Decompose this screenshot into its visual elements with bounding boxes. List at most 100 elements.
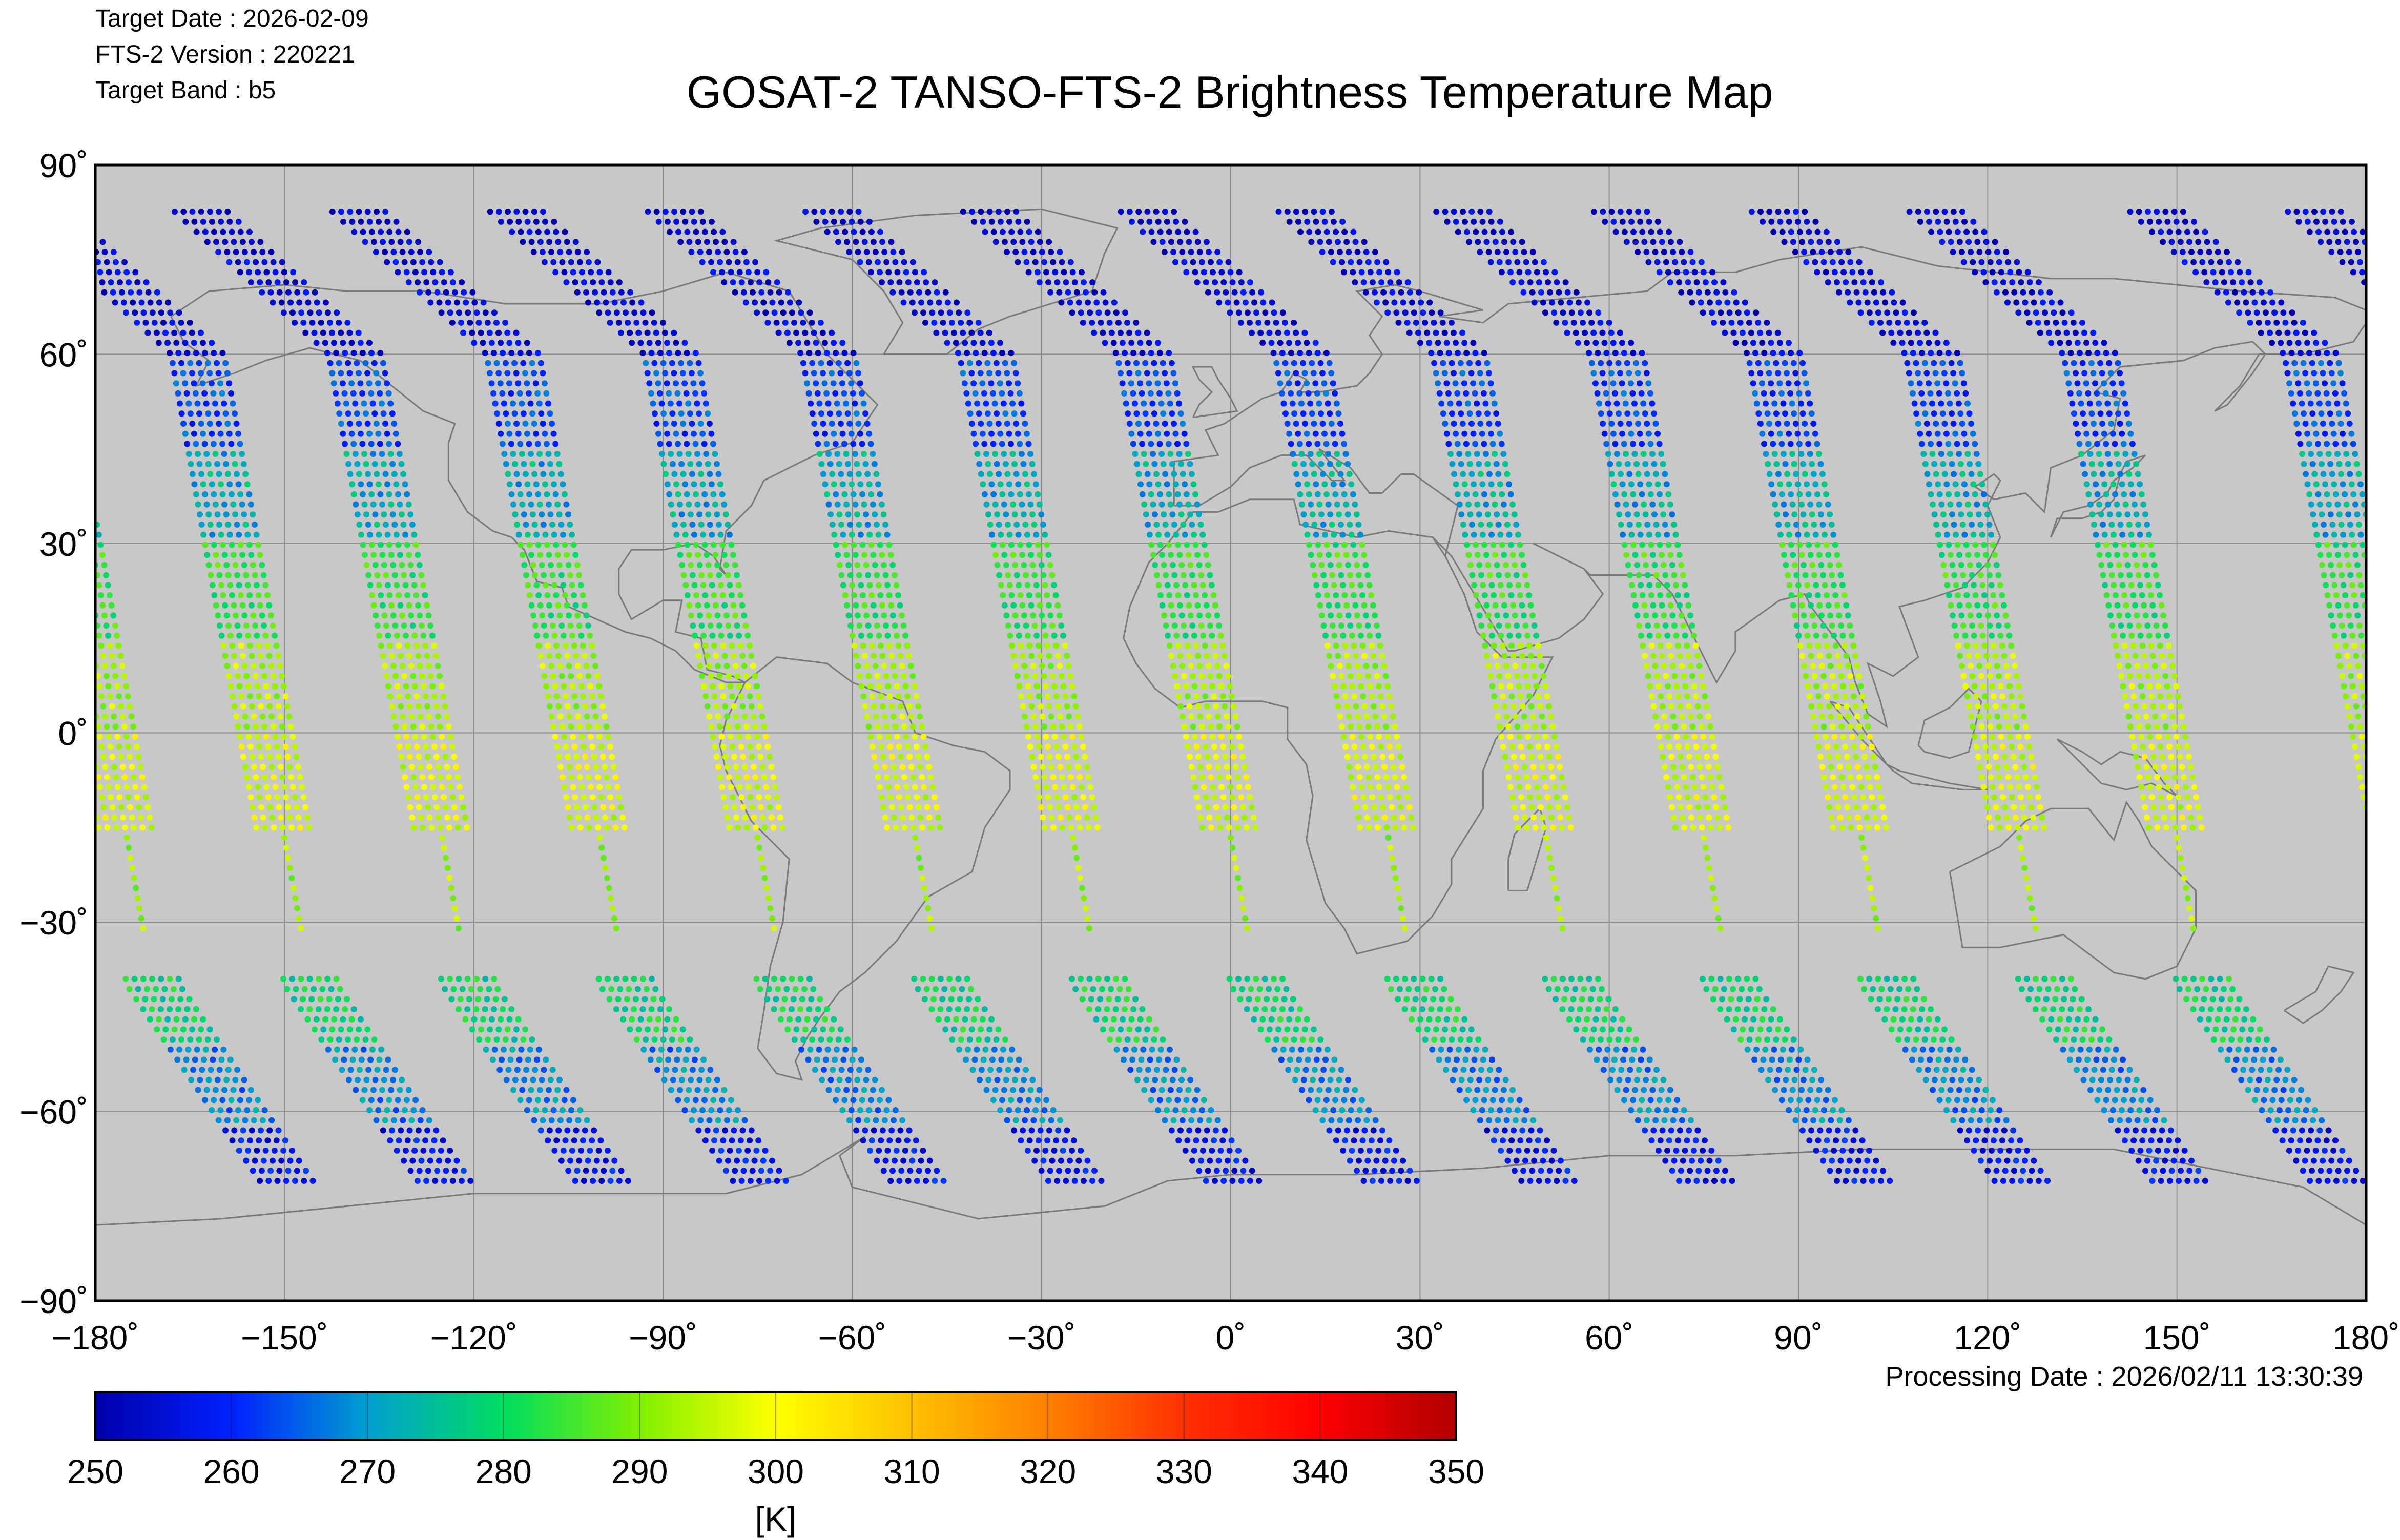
bt-point [228, 1097, 235, 1104]
bt-point [1151, 410, 1157, 417]
bt-point [966, 1036, 973, 1043]
bt-point [1061, 269, 1067, 276]
bt-point [1195, 754, 1202, 760]
bt-point [825, 400, 832, 407]
bt-point [815, 441, 821, 447]
bt-point [589, 1137, 595, 1144]
bt-point [546, 501, 552, 508]
bt-point [390, 612, 397, 619]
bt-point [767, 289, 774, 296]
bt-point [320, 1026, 327, 1033]
bt-point [493, 1036, 500, 1043]
bt-point [1133, 319, 1140, 326]
bt-point [998, 582, 1004, 589]
bt-point [1026, 592, 1032, 598]
bt-point [691, 218, 697, 225]
bt-point [899, 612, 905, 619]
bt-point [721, 602, 728, 609]
bt-point [1119, 340, 1126, 346]
bt-point [646, 380, 653, 387]
bt-point [898, 289, 905, 296]
bt-point [2234, 299, 2241, 306]
bt-point [583, 612, 590, 619]
bt-point [456, 784, 463, 790]
bt-point [904, 693, 911, 700]
bt-point [732, 662, 739, 669]
bt-point [972, 390, 979, 397]
bt-point [414, 794, 421, 801]
bt-point [513, 471, 520, 477]
bt-point [1019, 501, 1025, 508]
bt-point [1067, 1157, 1073, 1164]
bt-point [509, 1046, 516, 1053]
bt-point [594, 259, 601, 265]
bt-point [1195, 703, 1202, 710]
bt-point [441, 794, 447, 801]
bt-point [757, 754, 764, 760]
bt-point [620, 1016, 627, 1023]
bt-point [701, 1097, 708, 1104]
bt-point [399, 1076, 405, 1083]
bt-point [216, 421, 222, 427]
bt-point [1106, 319, 1113, 326]
bt-point [640, 309, 647, 316]
bt-point [1084, 1157, 1091, 1164]
bt-point [725, 572, 731, 578]
bt-point [1102, 299, 1109, 306]
bt-point [2309, 410, 2316, 417]
bt-point [618, 289, 625, 296]
bt-point [259, 561, 265, 568]
bt-point [2301, 461, 2307, 467]
bt-point [1211, 642, 1217, 649]
bt-point [406, 602, 412, 609]
bt-point [987, 522, 994, 528]
bt-point [1365, 1107, 1372, 1113]
bt-point [551, 1147, 558, 1154]
bt-point [1256, 1178, 1263, 1184]
bt-point [706, 612, 712, 619]
bt-point [403, 632, 409, 639]
bt-point [724, 1117, 730, 1123]
bt-point [1279, 1006, 1286, 1012]
bt-point [318, 319, 324, 326]
bt-point [498, 430, 504, 437]
bt-point [963, 390, 970, 397]
bt-point [2221, 279, 2227, 286]
bt-point [1466, 1036, 1473, 1043]
bt-point [684, 542, 691, 548]
bt-point [1253, 975, 1259, 982]
bt-point [1218, 733, 1225, 740]
bt-point [694, 451, 700, 457]
bt-point [1042, 632, 1049, 639]
bt-point [591, 804, 598, 810]
bt-point [722, 1127, 729, 1134]
bt-point [1185, 451, 1191, 457]
bt-point [412, 269, 419, 276]
bt-point [793, 329, 800, 336]
bt-point [960, 370, 966, 377]
bt-point [1537, 1127, 1543, 1134]
bt-point [1526, 1137, 1533, 1144]
bt-point [967, 410, 974, 417]
bt-point [2313, 430, 2320, 437]
bt-point [662, 1026, 669, 1033]
bt-point [986, 209, 993, 215]
bt-point [120, 814, 127, 821]
bt-point [1181, 723, 1188, 730]
bt-point [1299, 1036, 1306, 1043]
bt-point [393, 531, 400, 538]
bt-point [570, 1097, 576, 1104]
bt-point [2331, 632, 2338, 639]
bt-point [254, 632, 260, 639]
bt-point [853, 1127, 860, 1134]
bt-point [1121, 390, 1128, 397]
bt-point [504, 370, 511, 377]
bt-point [1133, 1036, 1140, 1043]
bt-point [886, 542, 893, 548]
bt-point [852, 552, 859, 558]
bt-point [1332, 1097, 1339, 1104]
bt-point [1191, 582, 1197, 589]
bt-point [1013, 1067, 1020, 1073]
bt-point [1039, 713, 1046, 720]
bt-point [976, 1036, 982, 1043]
